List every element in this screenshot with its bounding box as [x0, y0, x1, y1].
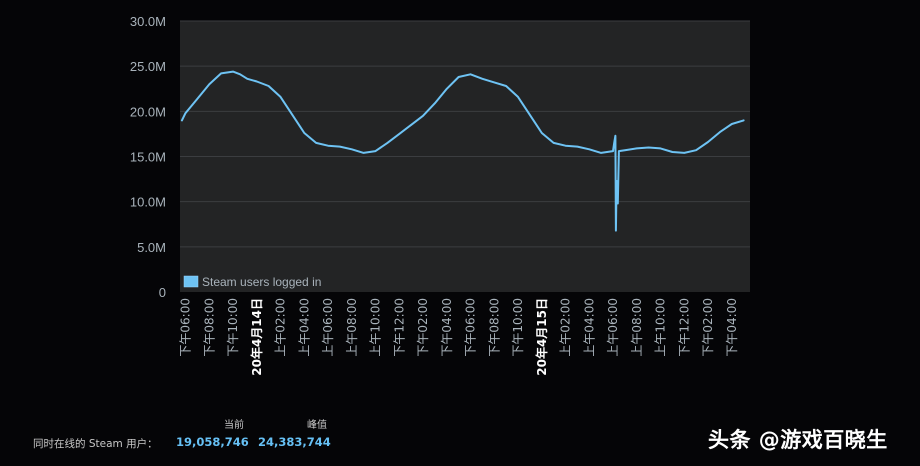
x-tick-label: 下午08:00 — [487, 298, 501, 357]
y-axis-ticks: 30.0M 25.0M 20.0M 15.0M 10.0M 5.0M 0 — [130, 14, 166, 300]
chart-legend: Steam users logged in — [183, 275, 321, 289]
current-column-header: 当前 — [224, 420, 244, 431]
x-tick-label: 下午10:00 — [226, 298, 240, 357]
x-tick-label: 下午06:00 — [464, 298, 478, 357]
x-tick-label: 上午02:00 — [559, 298, 573, 357]
x-tick-label: 下午06:00 — [179, 298, 193, 357]
current-users-value: 19,058,746 — [176, 435, 249, 449]
x-tick-label: 上午08:00 — [630, 298, 644, 357]
x-tick-label: 上午06:00 — [321, 298, 335, 357]
y-tick-label: 0 — [159, 285, 166, 300]
y-tick-label: 5.0M — [137, 240, 166, 255]
y-tick-label: 10.0M — [130, 195, 166, 210]
x-tick-label: 下午02:00 — [701, 298, 715, 357]
x-tick-label: 上午02:00 — [274, 298, 288, 357]
x-tick-label: 下午10:00 — [511, 298, 525, 357]
x-tick-label: 20年4月15日 — [534, 298, 549, 376]
x-tick-label: 上午04:00 — [582, 298, 596, 357]
series-layer — [180, 70, 745, 232]
series-line-steam-users — [180, 70, 745, 232]
x-tick-label: 20年4月14日 — [249, 298, 264, 376]
peak-column-header: 峰值 — [307, 420, 327, 431]
peak-users-value: 24,383,744 — [258, 435, 331, 449]
x-tick-label: 上午06:00 — [606, 298, 620, 357]
x-tick-label: 上午10:00 — [369, 298, 383, 357]
x-tick-label: 下午02:00 — [416, 298, 430, 357]
y-tick-label: 20.0M — [130, 104, 166, 119]
grid-lines — [180, 20, 750, 248]
x-tick-label: 上午08:00 — [345, 298, 359, 357]
x-tick-label: 下午12:00 — [392, 298, 406, 357]
x-tick-label: 下午04:00 — [725, 298, 739, 357]
x-tick-label: 上午04:00 — [297, 298, 311, 357]
y-tick-label: 25.0M — [130, 59, 166, 74]
x-axis-ticks: 下午06:00 下午08:00 下午10:00 20年4月14日 上午02:00 上午04… — [179, 298, 739, 376]
x-tick-label: 下午04:00 — [440, 298, 454, 357]
y-tick-label: 30.0M — [130, 14, 166, 29]
concurrent-users-chart: 30.0M 25.0M 20.0M 15.0M 10.0M 5.0M 0 Steam use… — [130, 14, 750, 376]
legend-swatch — [183, 275, 199, 288]
x-tick-label: 上午10:00 — [654, 298, 668, 357]
watermark: 头条 @游戏百晓生 — [708, 428, 888, 452]
x-tick-label: 下午12:00 — [677, 298, 691, 357]
online-users-label: 同时在线的 Steam 用户： — [33, 438, 158, 450]
legend-label: Steam users logged in — [202, 275, 321, 289]
y-tick-label: 15.0M — [130, 150, 166, 165]
x-tick-label: 下午08:00 — [202, 298, 216, 357]
